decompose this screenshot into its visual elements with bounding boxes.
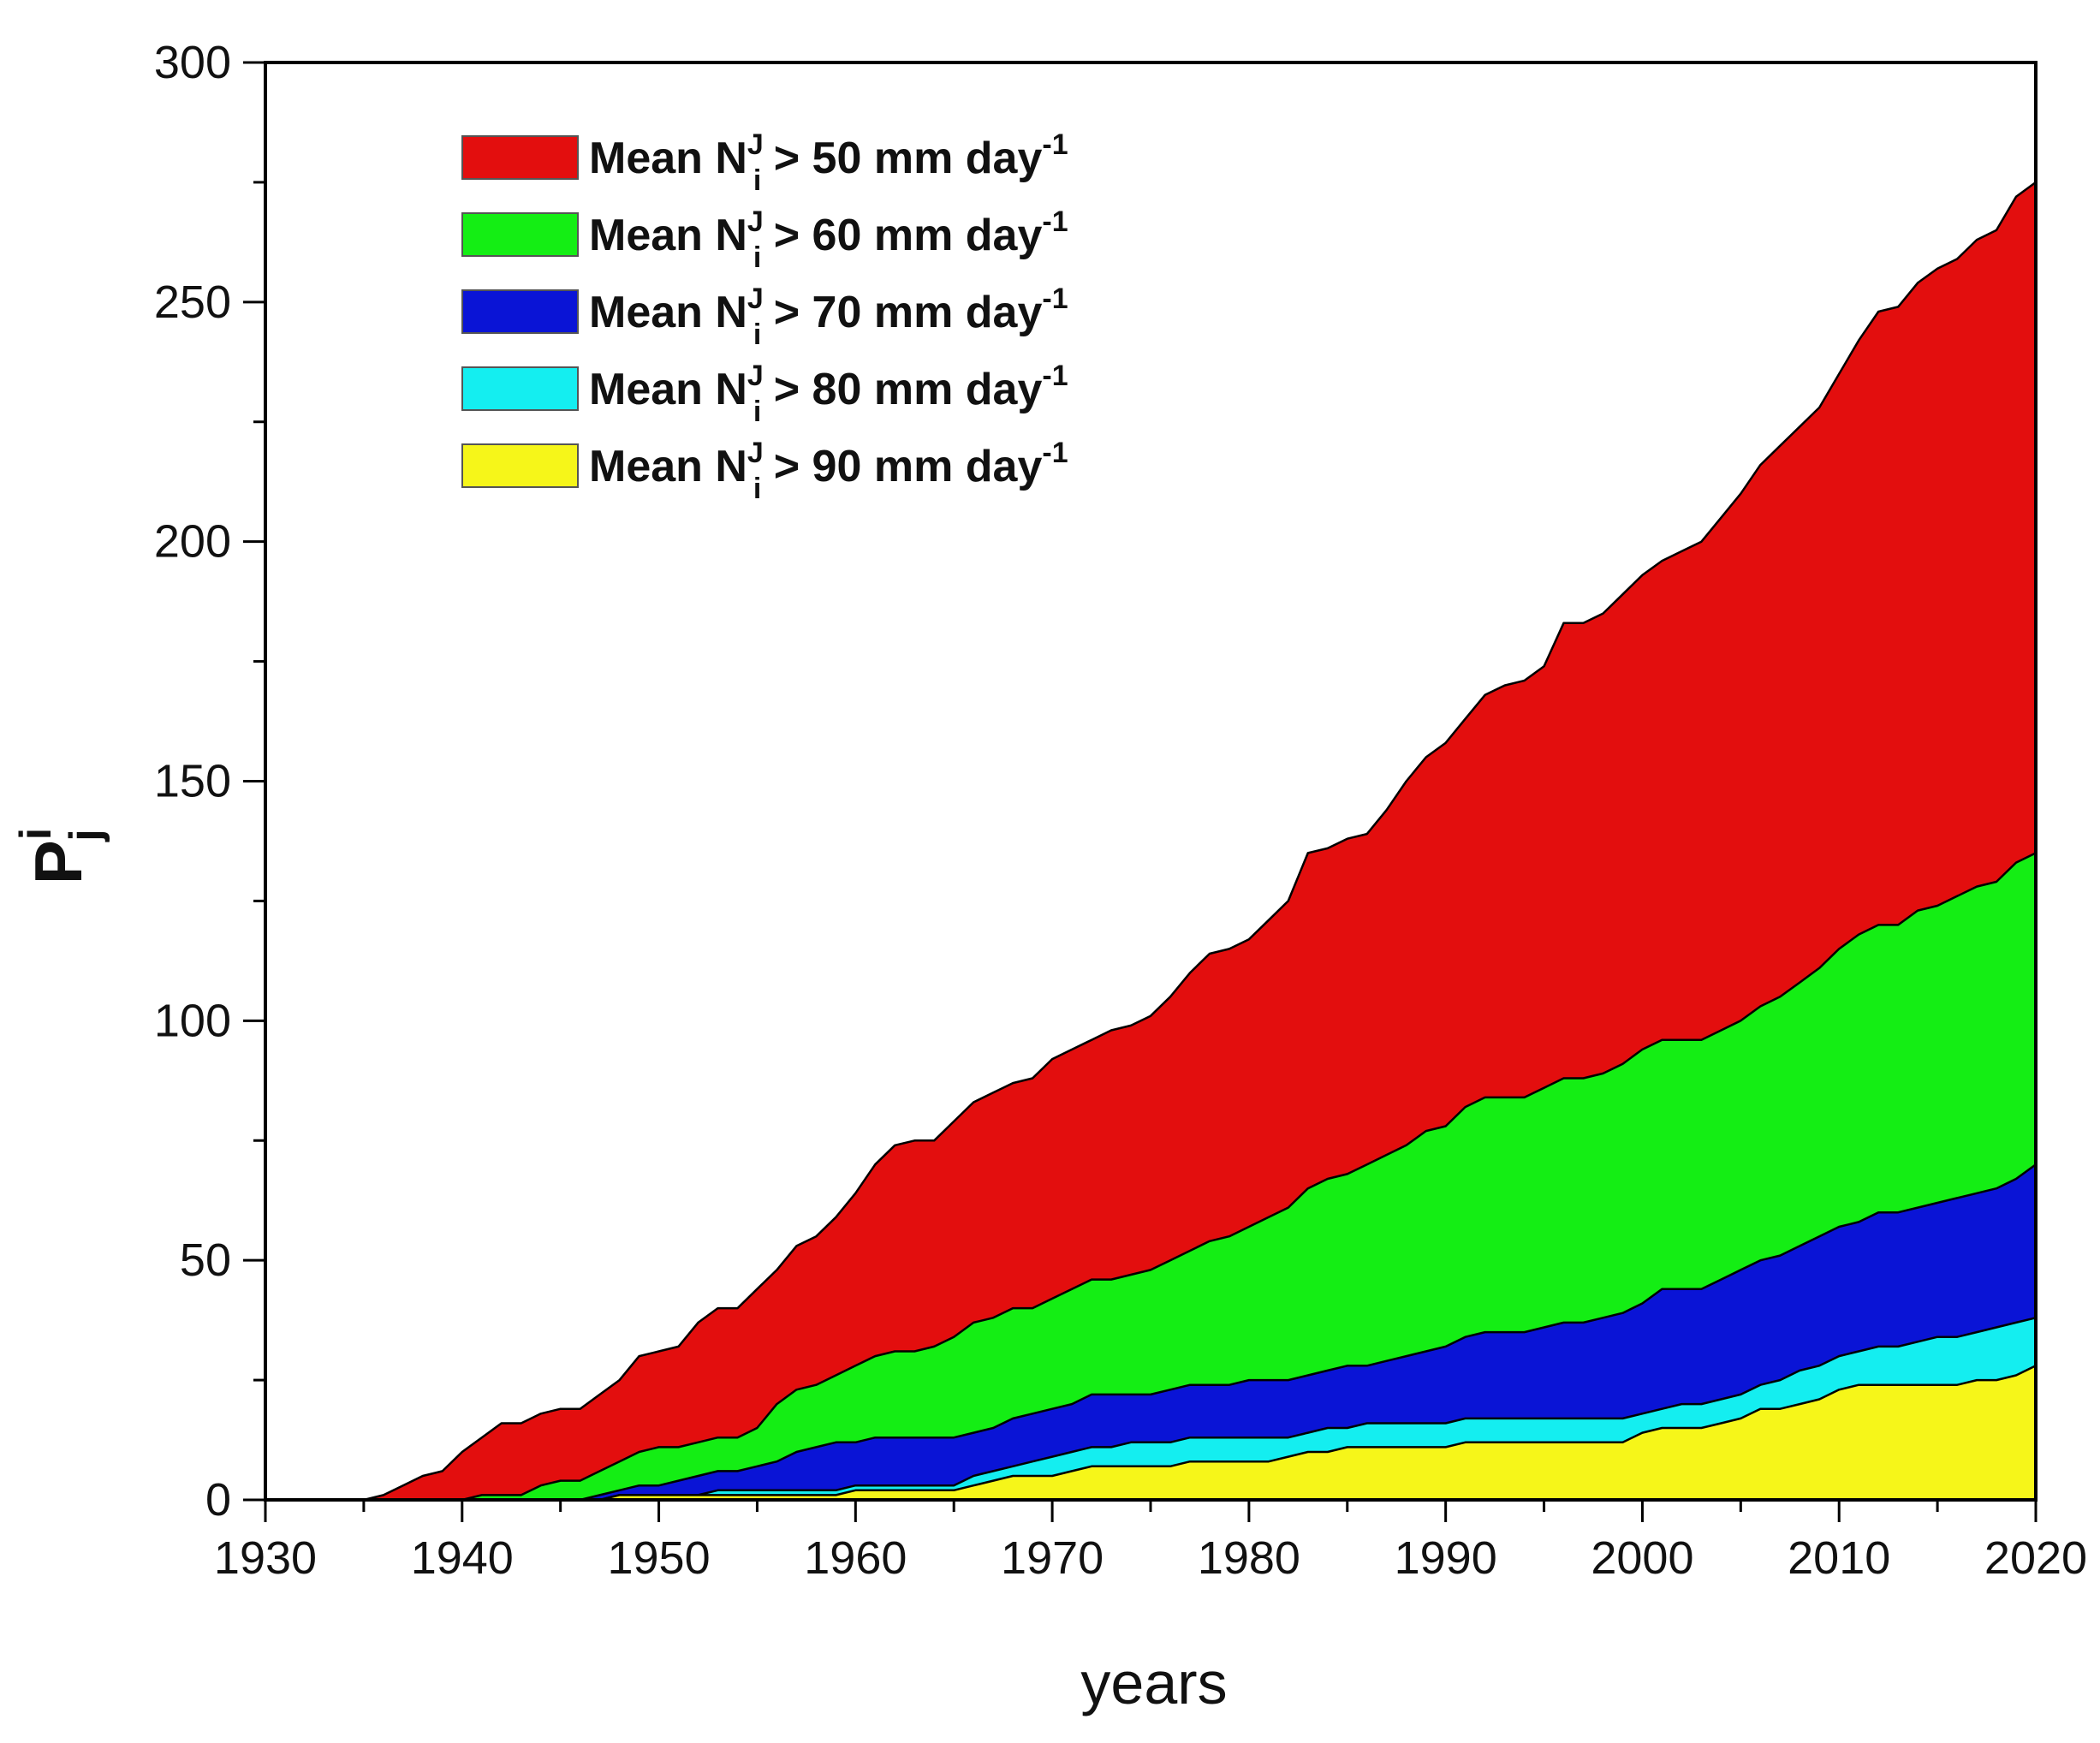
y-tick-label: 250 [154, 277, 231, 328]
legend-label-4: Mean NJ i > 80 mm day-1 [589, 360, 1068, 428]
legend-swatch-5 [461, 443, 579, 488]
x-tick-label: 1990 [1395, 1532, 1497, 1584]
x-tick-label: 2020 [1984, 1532, 2087, 1584]
x-tick-label: 1930 [214, 1532, 317, 1584]
legend-label-5: Mean NJ i > 90 mm day-1 [589, 437, 1068, 505]
legend-label-2: Mean NJ i > 60 mm day-1 [589, 205, 1068, 274]
legend-label-3: Mean NJ i > 70 mm day-1 [589, 283, 1068, 351]
legend-label-1: Mean NJ i > 50 mm day-1 [589, 128, 1068, 197]
x-axis: 1930 1940 1950 1960 1970 1980 1990 2000 2010 2020 [214, 1500, 2087, 1584]
x-tick-label: 2010 [1788, 1532, 1890, 1584]
y-tick-label: 150 [154, 756, 231, 807]
y-tick-label: 50 [180, 1234, 231, 1286]
series-area-3 [264, 1163, 2038, 1502]
y-axis: 0 50 100 150 200 250 300 [154, 37, 265, 1526]
legend: Mean NJ i > 50 mm day-1 Mean NJ i > 60 mm d… [461, 128, 1068, 505]
x-axis-title: years [1080, 1650, 1227, 1716]
legend-swatch-2 [461, 212, 579, 257]
y-tick-label: 200 [154, 516, 231, 568]
x-tick-label: 1980 [1198, 1532, 1300, 1584]
series-area-5 [264, 1365, 2038, 1502]
y-axis-title: Pij [11, 828, 110, 884]
y-tick-label: 300 [154, 37, 231, 88]
x-tick-label: 1940 [411, 1532, 514, 1584]
x-tick-label: 1950 [607, 1532, 710, 1584]
x-tick-label: 1970 [1001, 1532, 1104, 1584]
x-tick-label: 1960 [804, 1532, 907, 1584]
x-tick-label: 2000 [1591, 1532, 1693, 1584]
legend-swatch-4 [461, 366, 579, 411]
y-tick-label: 100 [154, 995, 231, 1046]
legend-swatch-3 [461, 289, 579, 334]
series-areas [264, 181, 2038, 1502]
y-tick-label: 0 [205, 1474, 231, 1526]
legend-swatch-1 [461, 135, 579, 180]
